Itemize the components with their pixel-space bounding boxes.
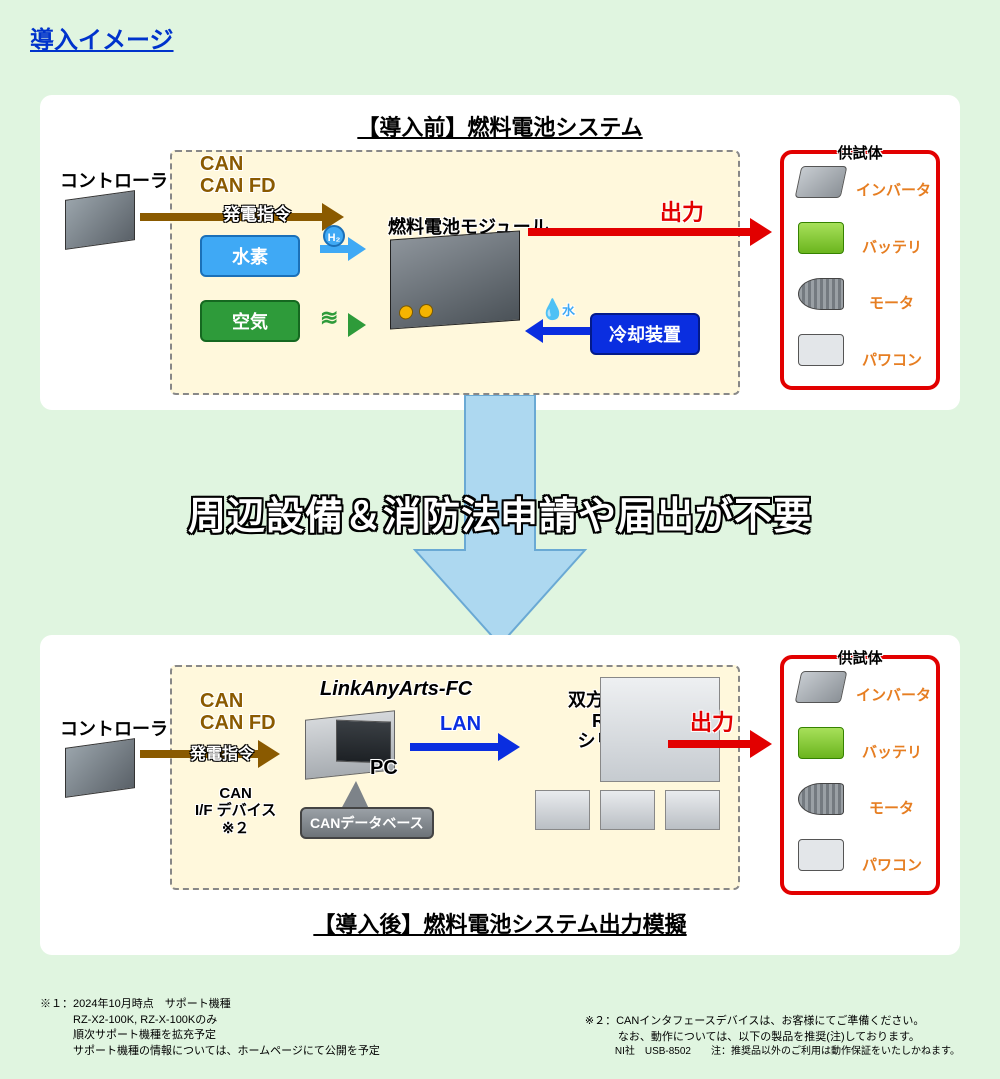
fn-r-0: ※２：CANインタフェースデバイスは、お客様にてご準備ください。	[585, 1014, 960, 1029]
air-wave-icon: ≋	[320, 305, 338, 331]
out-arrow-line-before	[528, 228, 753, 236]
controller-label-after: コントローラ	[60, 715, 168, 741]
canif-l2: I/F デバイス	[195, 802, 276, 819]
battery-icon-a	[798, 727, 844, 759]
gen-command-after: 発電指令	[190, 740, 254, 764]
load-pcs: パワコン	[862, 349, 922, 370]
loadbox-title-before: 供試体	[837, 142, 882, 163]
load-motor: モータ	[869, 292, 914, 313]
canif-l1: CAN	[195, 785, 276, 802]
controller-device-icon	[65, 190, 135, 250]
battery-icon	[798, 222, 844, 254]
can-a-line1: CAN	[200, 690, 276, 712]
out-arrow-line-after	[668, 740, 753, 748]
load-battery: バッテリ	[862, 236, 922, 257]
fn-l-2: 順次サポート機種を拡充予定	[40, 1028, 380, 1043]
footnote-right: ※２：CANインタフェースデバイスは、お客様にてご準備ください。 なお、動作につ…	[585, 1014, 960, 1059]
fn-r-2: NI社 USB-8502 注：推奨品以外のご利用は動作保証をいたしかねます。	[585, 1045, 960, 1059]
load-battery-a: バッテリ	[862, 741, 922, 762]
software-label: LinkAnyArts-FC	[320, 678, 472, 701]
page-title: 導入イメージ	[30, 20, 980, 55]
fn-r-1: なお、動作については、以下の製品を推奨(注)しております。	[585, 1030, 960, 1045]
pc-label: PC	[370, 757, 398, 780]
pcs-icon-a	[798, 839, 844, 871]
air-pill: 空気	[200, 300, 300, 342]
can-arrow-head-after-icon	[258, 740, 280, 768]
psu-small2-icon	[600, 790, 655, 830]
air-arrow-head-icon	[348, 313, 366, 337]
motor-icon	[798, 278, 844, 310]
fn-l-3: サポート機種の情報については、ホームページにて公開を予定	[40, 1044, 380, 1059]
lan-arrow-head-icon	[498, 733, 520, 761]
inverter-icon-a	[795, 671, 848, 703]
load-inverter-a: インバータ	[856, 684, 931, 705]
after-section-title: 【導入後】燃料電池システム出力模擬	[313, 907, 686, 939]
can-if-label: CAN I/F デバイス ※２	[195, 785, 276, 837]
gen-command-before: 発電指令	[223, 200, 291, 225]
cool-arrow-head-icon	[525, 319, 543, 343]
before-section-title: 【導入前】燃料電池システム	[357, 110, 642, 142]
footnote-left: ※１：2024年10月時点 サポート機種 RZ-X2-100K, RZ-X-10…	[40, 997, 380, 1059]
canif-l3: ※２	[195, 820, 276, 837]
can-a-line2: CAN FD	[200, 712, 276, 734]
output-label-after: 出力	[690, 705, 734, 737]
banner-text: 周辺設備＆消防法申請や届出が不要	[188, 485, 812, 540]
loadbox-title-after: 供試体	[837, 647, 882, 668]
motor-icon-a	[798, 783, 844, 815]
can-line2: CAN FD	[200, 175, 276, 197]
loadbox-before: 供試体 インバータ バッテリ モータ パワコン	[780, 150, 940, 390]
out-arrow-head-before-icon	[750, 218, 772, 246]
page: 導入イメージ 【導入前】燃料電池システム コントローラ CAN CAN FD 発…	[0, 0, 1000, 1079]
can-db-pill: CANデータベース	[300, 807, 434, 839]
output-label-before: 出力	[660, 195, 704, 227]
cool-arrow-line	[540, 327, 590, 335]
hydrogen-pill: 水素	[200, 235, 300, 277]
h2-arrow-head-icon	[348, 237, 366, 261]
loadbox-after: 供試体 インバータ バッテリ モータ パワコン	[780, 655, 940, 895]
load-pcs-a: パワコン	[862, 854, 922, 875]
out-arrow-head-after-icon	[750, 730, 772, 758]
lan-arrow-line	[410, 743, 500, 751]
panel-after: コントローラ CAN CAN FD 発電指令 CAN I/F デバイス ※２ L…	[40, 635, 960, 955]
can-label-after: CAN CAN FD	[200, 690, 276, 734]
panel-before: 【導入前】燃料電池システム コントローラ CAN CAN FD 発電指令 水素 …	[40, 95, 960, 410]
fn-l-1: RZ-X2-100K, RZ-X-100Kのみ	[40, 1013, 380, 1028]
h2-tag-icon: H₂	[323, 225, 345, 247]
pcs-icon	[798, 334, 844, 366]
load-motor-a: モータ	[869, 797, 914, 818]
module-device-icon	[390, 230, 520, 329]
water-tag: 水	[562, 300, 575, 319]
can-label-before: CAN CAN FD	[200, 153, 276, 197]
fn-l-0: ※１：2024年10月時点 サポート機種	[40, 997, 380, 1012]
controller-label-before: コントローラ	[60, 167, 168, 193]
can-line1: CAN	[200, 153, 276, 175]
cooling-pill: 冷却装置	[590, 313, 700, 355]
lan-label: LAN	[440, 713, 481, 736]
psu-small3-icon	[665, 790, 720, 830]
controller-device-after-icon	[65, 738, 135, 798]
psu-small1-icon	[535, 790, 590, 830]
inverter-icon	[795, 166, 848, 198]
load-inverter: インバータ	[856, 179, 931, 200]
